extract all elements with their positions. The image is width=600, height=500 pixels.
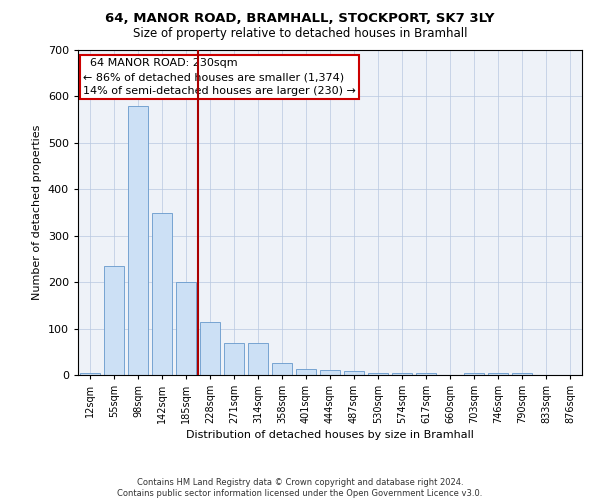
Y-axis label: Number of detached properties: Number of detached properties: [32, 125, 42, 300]
Bar: [128, 106, 148, 375]
Bar: [344, 372, 364, 375]
Bar: [512, 372, 532, 375]
Bar: [392, 372, 412, 375]
Bar: [488, 372, 508, 375]
Bar: [416, 372, 436, 375]
Text: Contains HM Land Registry data © Crown copyright and database right 2024.
Contai: Contains HM Land Registry data © Crown c…: [118, 478, 482, 498]
Text: 64 MANOR ROAD: 230sqm  
← 86% of detached houses are smaller (1,374)
14% of semi: 64 MANOR ROAD: 230sqm ← 86% of detached …: [83, 58, 356, 96]
Text: Size of property relative to detached houses in Bramhall: Size of property relative to detached ho…: [133, 28, 467, 40]
Bar: [176, 282, 196, 375]
Text: 64, MANOR ROAD, BRAMHALL, STOCKPORT, SK7 3LY: 64, MANOR ROAD, BRAMHALL, STOCKPORT, SK7…: [105, 12, 495, 26]
Bar: [368, 372, 388, 375]
Bar: [104, 266, 124, 375]
Bar: [320, 370, 340, 375]
X-axis label: Distribution of detached houses by size in Bramhall: Distribution of detached houses by size …: [186, 430, 474, 440]
Bar: [464, 372, 484, 375]
Bar: [248, 342, 268, 375]
Bar: [80, 372, 100, 375]
Bar: [200, 322, 220, 375]
Bar: [296, 369, 316, 375]
Bar: [224, 342, 244, 375]
Bar: [152, 212, 172, 375]
Bar: [272, 364, 292, 375]
